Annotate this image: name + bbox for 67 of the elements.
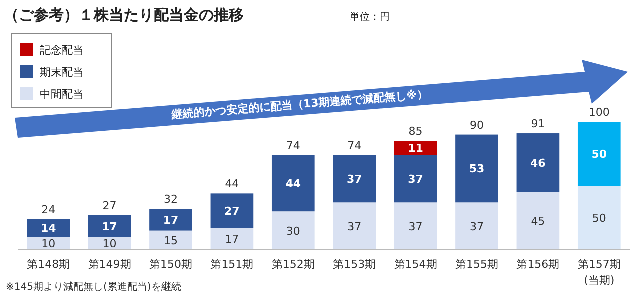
x-tick-label: 第153期: [333, 258, 376, 271]
bar: [210, 194, 254, 228]
bar: [578, 122, 621, 186]
legend-label: 期末配当: [40, 66, 84, 79]
bar: [333, 155, 376, 203]
total-label: 74: [348, 139, 362, 152]
bar: [27, 219, 70, 238]
data-label: 17: [225, 233, 240, 246]
x-tick-label: 第151期: [210, 258, 254, 271]
data-label: 27: [224, 204, 240, 218]
bar: [272, 155, 315, 212]
data-label: 50: [592, 212, 606, 225]
data-label: 44: [286, 177, 302, 190]
bar: [210, 228, 254, 250]
data-label: 11: [408, 142, 424, 156]
chart-title: （ご参考）１株当たり配当金の推移: [4, 6, 244, 24]
text: 継続的かつ安定的に配当（13期連続で減配無し※）: [170, 88, 429, 122]
data-label: 17: [102, 220, 118, 234]
bar: [272, 212, 315, 250]
x-tick-label: 第155期: [456, 258, 498, 271]
x-tick-label: 第157期 (当期): [578, 258, 621, 287]
data-label: 37: [470, 220, 484, 234]
data-label: 53: [469, 162, 485, 176]
data-label: 15: [164, 234, 178, 248]
legend-label: 中間配当: [40, 88, 84, 101]
bar: [456, 202, 498, 250]
total-label: 85: [408, 125, 423, 138]
data-label: 37: [346, 172, 362, 186]
total-label: 91: [531, 118, 546, 131]
bar: [394, 202, 438, 250]
bar: [333, 202, 376, 250]
x-tick-label: 第150期: [150, 258, 192, 271]
legend-label: 記念配当: [40, 44, 84, 57]
data-label: 17: [163, 214, 179, 227]
total-label: 90: [470, 118, 484, 132]
data-label: 37: [348, 220, 362, 234]
data-label: 50: [592, 148, 608, 161]
data-label: 14: [40, 222, 57, 236]
x-tick-label: 第148期: [27, 258, 70, 271]
chart-subtitle: 単位：円: [350, 11, 390, 23]
total-label: 44: [225, 178, 240, 191]
bar: [150, 230, 192, 250]
bar: [516, 192, 560, 250]
x-tick-label: 第149期: [88, 258, 132, 271]
bar: [88, 215, 132, 238]
data-label: 10: [102, 238, 117, 251]
data-label: 30: [286, 224, 300, 238]
total-label: 27: [102, 199, 117, 212]
data-label: 10: [42, 238, 56, 251]
data-label: 37: [408, 172, 424, 186]
data-label: 37: [408, 220, 423, 234]
total-label: 100: [588, 106, 610, 119]
bar: [516, 134, 560, 192]
x-tick-label: 第154期: [394, 258, 438, 271]
total-label: 74: [286, 139, 300, 152]
bar: [394, 141, 438, 156]
x-tick-label: 第152期: [272, 258, 315, 271]
text: ※145期より減配無し(累進配当)を継続: [6, 281, 182, 293]
data-label: 46: [530, 156, 546, 170]
total-label: 32: [164, 193, 178, 206]
bar: [394, 155, 438, 203]
bar: [456, 134, 498, 203]
bar: [578, 186, 621, 250]
x-tick-label: 第156期: [516, 258, 560, 271]
total-label: 24: [42, 203, 56, 216]
data-label: 45: [531, 215, 546, 228]
bar: [150, 209, 192, 231]
